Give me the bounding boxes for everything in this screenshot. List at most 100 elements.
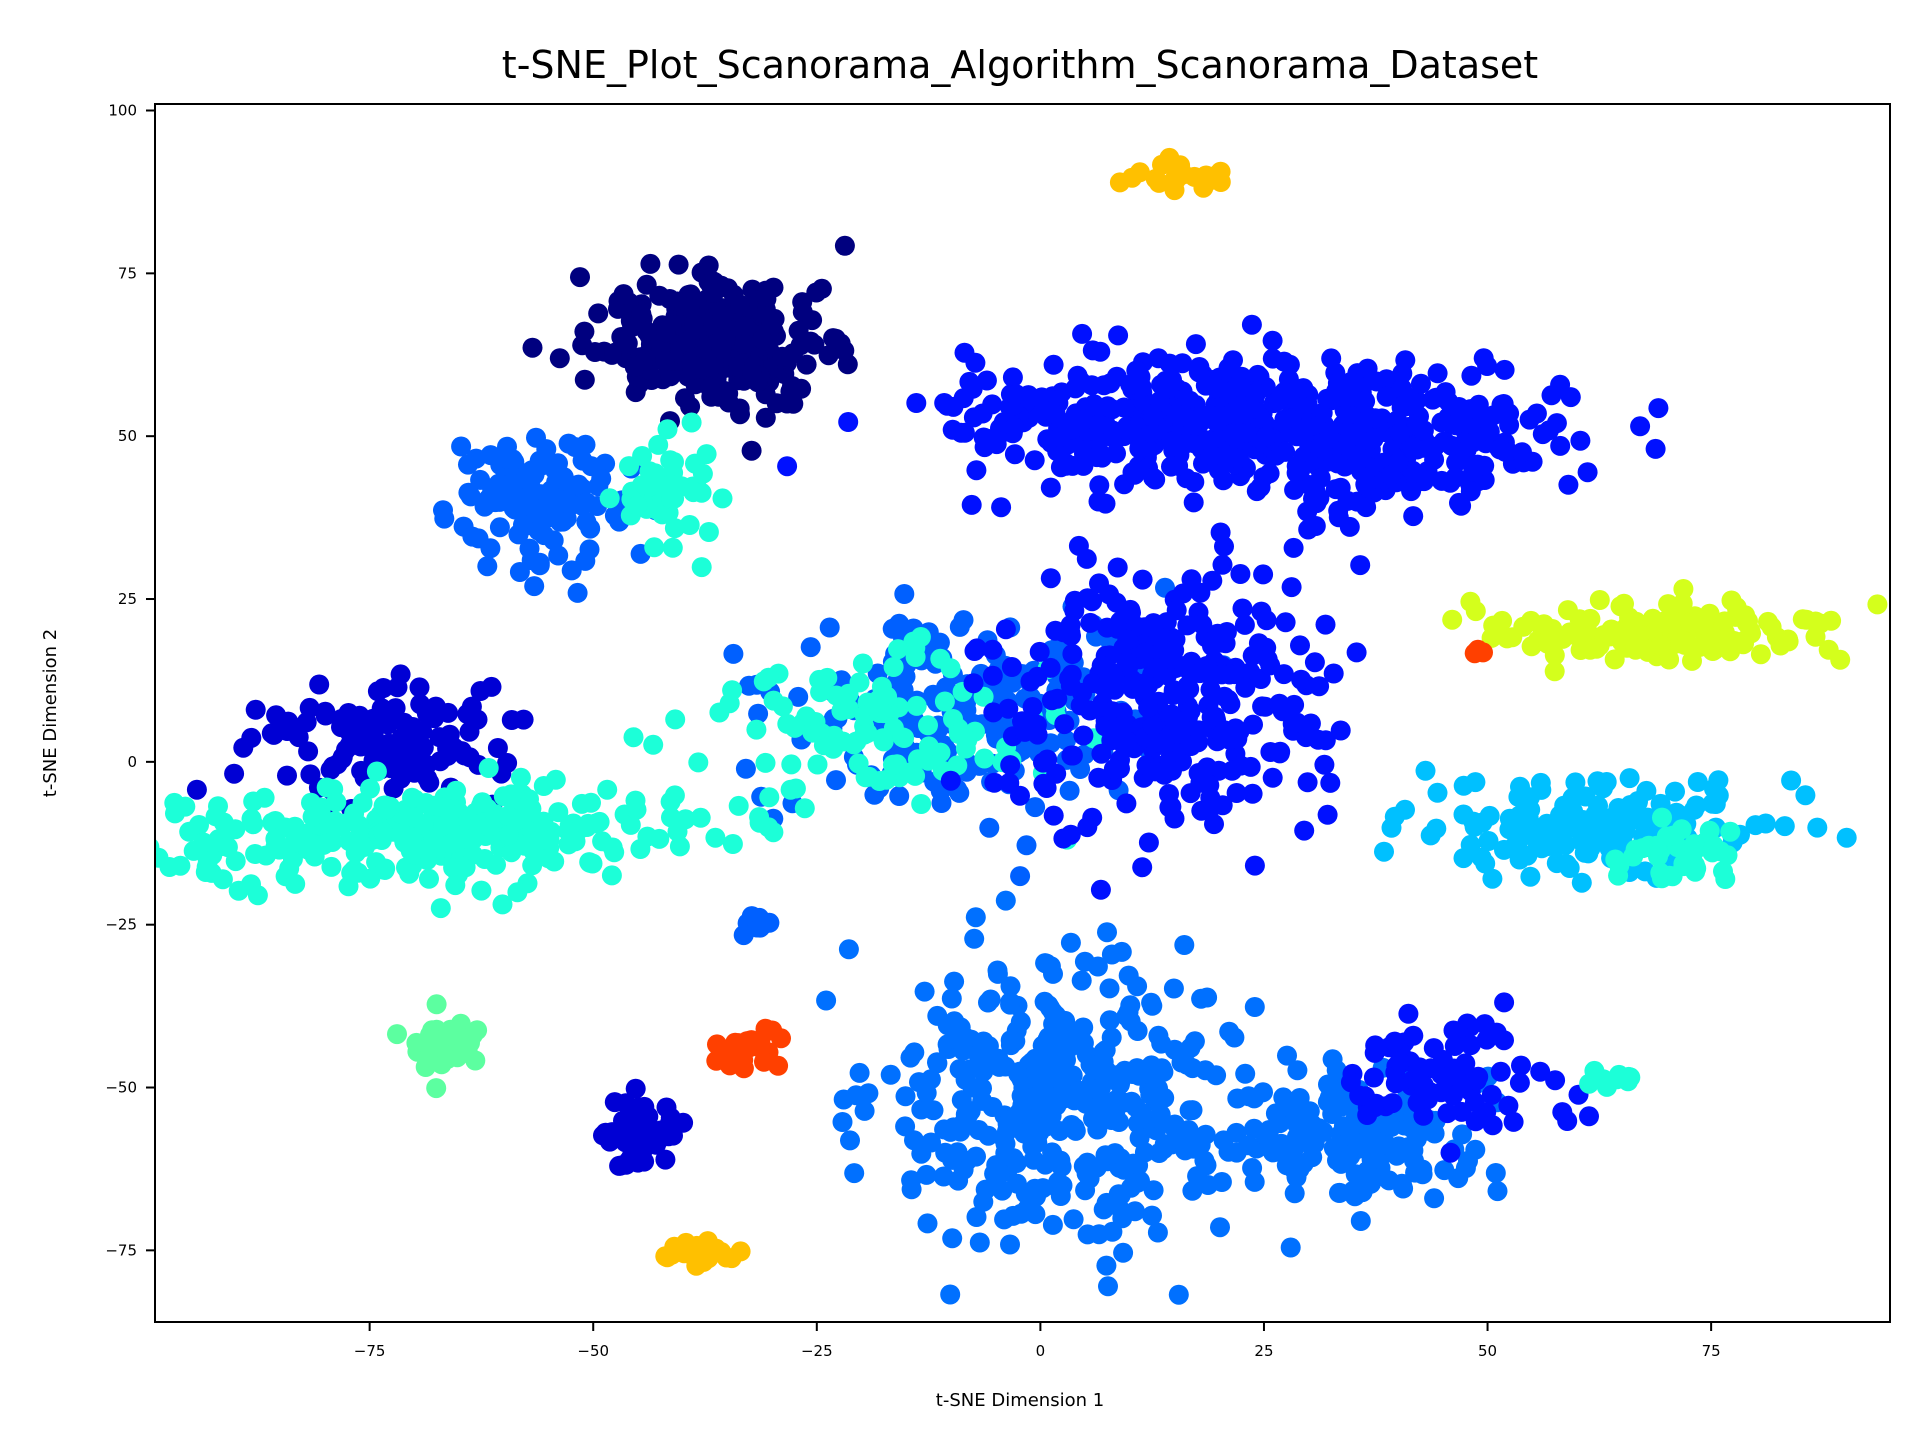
data-point [550,511,570,532]
data-point [1242,783,1263,804]
data-point [948,1170,969,1191]
data-point [1287,1060,1308,1081]
data-point [1451,1101,1472,1122]
data-point [1277,1045,1297,1066]
data-point [1298,519,1319,540]
x-tick-label: −75 [354,1342,386,1360]
data-point [604,505,625,526]
data-point [993,1128,1014,1149]
data-point [1231,377,1251,398]
data-point [1382,1093,1403,1114]
data-point [1241,314,1262,335]
data-point [966,1146,986,1167]
data-point [576,512,597,532]
data-point [758,667,779,688]
data-point [1109,172,1130,193]
data-point [1107,557,1128,578]
data-point [759,912,780,933]
data-point [451,856,472,877]
data-point [1025,797,1046,818]
data-point [788,686,809,707]
data-point [989,1056,1010,1077]
data-point [984,772,1005,793]
data-point [1318,1074,1338,1095]
data-point [390,664,411,685]
data-point [426,1078,447,1099]
data-point [659,289,680,309]
y-tick-label: −50 [105,1079,137,1097]
data-point [1541,385,1562,406]
data-point [570,267,590,288]
data-point [585,342,605,362]
data-point [548,489,569,510]
data-point [1075,1093,1096,1114]
data-point [1108,325,1129,346]
data-point [937,395,958,416]
data-point [668,254,689,275]
data-point [1076,1163,1097,1184]
data-point [964,641,985,661]
data-point [1129,162,1150,183]
data-point [360,868,381,889]
data-point [1244,1088,1265,1109]
data-point [1222,760,1243,781]
data-point [375,858,396,879]
data-point [951,1090,972,1111]
data-point [1141,1055,1162,1076]
data-point [914,981,935,1002]
data-point [1550,435,1571,456]
cluster-c7 [623,627,1104,850]
data-point [1143,613,1164,634]
data-point [718,383,739,404]
y-axis-label: t-SNE Dimension 2 [40,629,61,797]
data-point [998,698,1019,719]
data-point [410,694,431,715]
data-point [1340,1123,1360,1143]
data-point [712,488,733,509]
data-point [1172,583,1193,604]
cluster-c17 [387,994,488,1099]
data-point [1758,611,1778,632]
data-point [1778,631,1799,652]
data-point [1555,835,1576,856]
data-point [1437,1067,1458,1088]
data-point [402,787,422,808]
data-point [1289,1088,1310,1108]
data-point [980,989,1001,1010]
data-point [1051,1156,1072,1177]
data-point [196,856,217,877]
data-point [1571,872,1592,893]
data-point [575,550,596,571]
data-point [1259,463,1280,484]
data-point [497,436,517,457]
data-point [819,617,840,638]
data-point [1699,820,1720,841]
data-point [679,515,700,535]
data-point [1424,436,1445,457]
data-point [1025,1204,1046,1225]
data-point [419,868,439,889]
data-point [1282,713,1303,734]
data-point [1674,634,1695,655]
data-point [465,1050,486,1071]
data-point [501,784,522,805]
data-point [1141,992,1162,1013]
data-point [1558,474,1579,495]
data-point [1257,649,1278,670]
data-point [839,699,859,719]
y-tick-label: −75 [105,1241,137,1259]
data-point [1106,443,1126,464]
data-point [818,345,839,366]
data-point [394,712,415,733]
data-point [676,1234,697,1255]
data-point [631,1128,652,1149]
data-point [1099,584,1120,605]
data-point [415,1057,436,1077]
data-point [1435,382,1456,403]
data-point [597,779,618,800]
data-point [1532,424,1553,445]
data-point [1043,354,1064,375]
y-tick-label: 0 [127,753,137,771]
data-point [1000,755,1021,776]
data-point [1189,663,1210,684]
